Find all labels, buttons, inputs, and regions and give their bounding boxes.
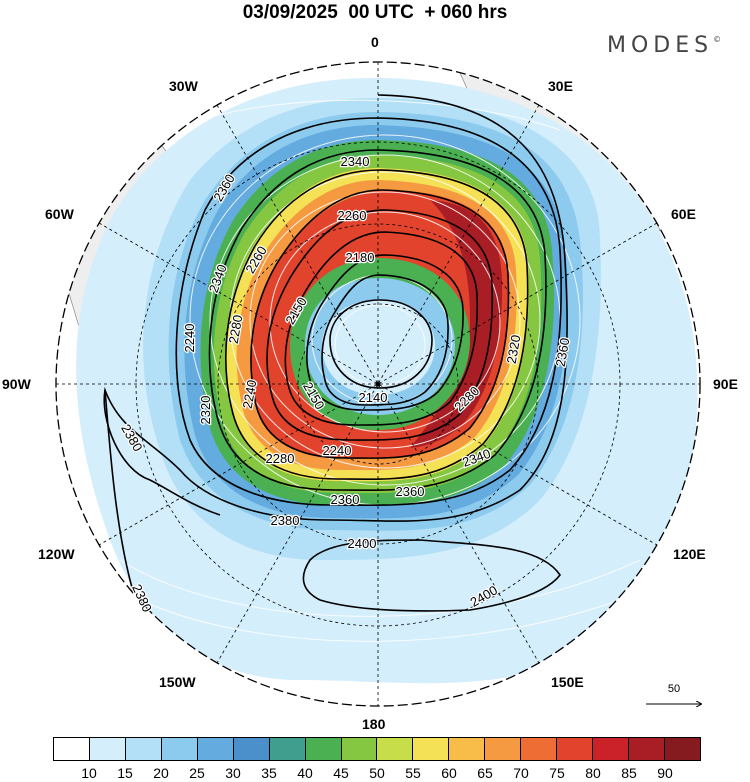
colorbar-cell bbox=[664, 738, 700, 760]
contour-2340 bbox=[208, 149, 547, 491]
meridian-30 bbox=[216, 104, 540, 664]
colorbar-label: 25 bbox=[189, 765, 205, 781]
lon-label-150w: 150W bbox=[159, 674, 196, 690]
polar-map: 2340226021802150215023602340226022802240… bbox=[55, 61, 750, 730]
colorbar-cell bbox=[54, 738, 90, 760]
colorbar-label: 20 bbox=[153, 765, 169, 781]
colorbar-cell bbox=[557, 738, 594, 760]
contour-2400 bbox=[302, 539, 561, 612]
height-contours bbox=[103, 94, 568, 691]
colorbar-cell bbox=[125, 738, 162, 760]
contour-2280 bbox=[250, 189, 510, 459]
streamline bbox=[139, 599, 621, 642]
lon-label-150e: 150E bbox=[551, 674, 584, 690]
modes-logo: MODES© bbox=[607, 33, 721, 58]
contour-2320 bbox=[225, 169, 529, 480]
contour-label: 2280 bbox=[266, 451, 295, 466]
colorbar-cell bbox=[449, 738, 486, 760]
colorbar-label: 70 bbox=[513, 765, 529, 781]
meridian-30-opposite bbox=[216, 104, 540, 664]
colorbar-label: 55 bbox=[405, 765, 421, 781]
lon-label-0: 0 bbox=[371, 34, 379, 50]
contour-label: 2240 bbox=[182, 324, 197, 353]
contour-label: 2400 bbox=[348, 536, 377, 551]
vector-reference-label: 50 bbox=[667, 683, 681, 695]
contour-label: 2360 bbox=[553, 337, 573, 368]
contour-label: 2360 bbox=[331, 492, 360, 507]
lon-label-120w: 120W bbox=[38, 546, 75, 562]
wind-band-core bbox=[322, 300, 435, 395]
colorbar-label: 85 bbox=[621, 765, 637, 781]
colorbar-cell bbox=[593, 738, 629, 760]
lon-label-90e: 90E bbox=[713, 376, 738, 392]
contour-label: 2360 bbox=[396, 484, 425, 499]
streamline bbox=[249, 191, 521, 449]
colorbar-cell bbox=[305, 738, 342, 760]
colorbar bbox=[53, 737, 701, 761]
meridian-60-opposite bbox=[98, 222, 658, 546]
colorbar-cell bbox=[89, 738, 126, 760]
colorbar-cell bbox=[413, 738, 450, 760]
colorbar-cell bbox=[341, 738, 378, 760]
contour-2150 bbox=[321, 274, 449, 406]
colorbar-label: 50 bbox=[369, 765, 385, 781]
colorbar-label: 10 bbox=[81, 765, 97, 781]
colorbar-cell bbox=[485, 738, 522, 760]
streamline bbox=[199, 99, 561, 131]
lon-label-60w: 60W bbox=[45, 206, 74, 222]
colorbar-cell bbox=[197, 738, 234, 760]
contour-label: 2140 bbox=[359, 390, 388, 405]
wind-speed-shading bbox=[76, 77, 698, 684]
map-title: 03/09/2025 00 UTC + 060 hrs bbox=[242, 2, 508, 23]
meridian-60 bbox=[98, 222, 658, 546]
colorbar-cell bbox=[377, 738, 414, 760]
contour-2260 bbox=[266, 209, 494, 441]
contour-label: 2240 bbox=[323, 443, 352, 458]
lon-label-120e: 120E bbox=[673, 546, 706, 562]
colorbar-cell bbox=[233, 738, 270, 760]
colorbar-label: 75 bbox=[549, 765, 565, 781]
streamline bbox=[269, 211, 501, 433]
colorbar-label: 30 bbox=[225, 765, 241, 781]
contour-label: 2320 bbox=[198, 396, 213, 425]
map-border bbox=[55, 61, 701, 707]
contour-2360 bbox=[175, 117, 562, 506]
streamline bbox=[119, 559, 641, 617]
colorbar-label: 65 bbox=[477, 765, 493, 781]
lon-label-90w: 90W bbox=[2, 376, 31, 392]
colorbar-label: 60 bbox=[441, 765, 457, 781]
colorbar-label: 15 bbox=[117, 765, 133, 781]
contour-2180 bbox=[306, 254, 464, 411]
colorbar-cell bbox=[161, 738, 198, 760]
streamline bbox=[229, 171, 541, 469]
colorbar-label: 90 bbox=[657, 765, 673, 781]
colorbar-label: 40 bbox=[297, 765, 313, 781]
colorbar-cell bbox=[521, 738, 558, 760]
contour-label: 2260 bbox=[338, 208, 367, 223]
lon-label-30w: 30W bbox=[169, 78, 198, 94]
contour-label: 2380 bbox=[271, 513, 300, 528]
contour-2240 bbox=[284, 231, 479, 426]
map-disc bbox=[56, 62, 700, 706]
contour-label: 2240 bbox=[240, 379, 260, 410]
south-pole-dot bbox=[375, 381, 381, 387]
colorbar-cell bbox=[269, 738, 306, 760]
colorbar-cell bbox=[629, 738, 665, 760]
contour-2380 bbox=[103, 94, 568, 522]
colorbar-label: 35 bbox=[261, 765, 277, 781]
colorbar-label: 80 bbox=[585, 765, 601, 781]
contour-label: 2340 bbox=[341, 154, 370, 169]
contour-label: 2320 bbox=[504, 334, 524, 365]
contour-label: 2280 bbox=[226, 314, 246, 345]
contour-label: 2180 bbox=[346, 250, 375, 265]
colorbar-label: 45 bbox=[333, 765, 349, 781]
lon-label-30e: 30E bbox=[548, 78, 573, 94]
brand-name: MODES bbox=[607, 33, 714, 58]
lon-label-180: 180 bbox=[362, 716, 386, 732]
brand-mark: © bbox=[713, 35, 722, 44]
lon-label-60e: 60E bbox=[671, 206, 696, 222]
graticule bbox=[56, 62, 700, 706]
